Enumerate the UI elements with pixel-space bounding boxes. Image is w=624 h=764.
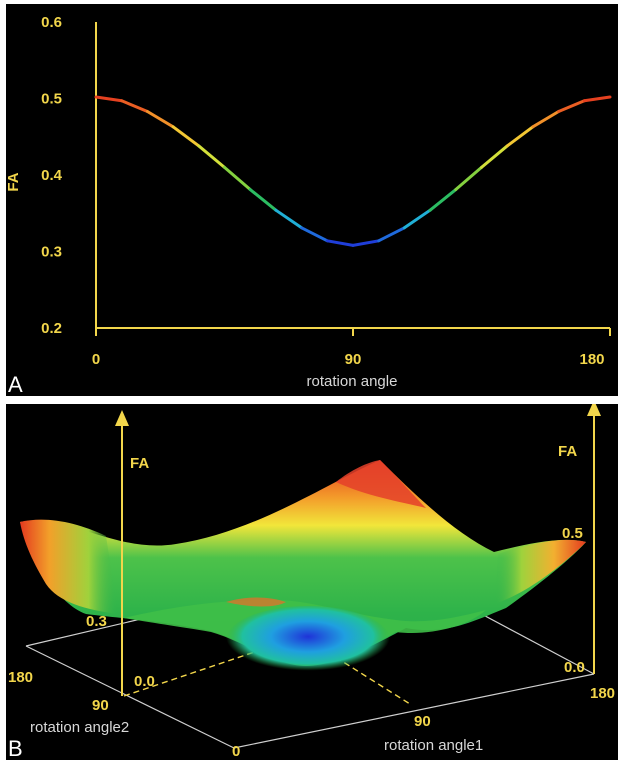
line-segment	[274, 208, 304, 230]
y-tick-label: 0.6	[41, 14, 62, 31]
line-segment	[325, 239, 355, 247]
line-segment	[300, 226, 329, 243]
x-axis-label-b: rotation angle1	[384, 737, 483, 754]
line-segment	[582, 95, 612, 103]
x-tick-90: 90	[414, 713, 431, 730]
line-segment	[145, 110, 175, 129]
guide-line-1	[123, 635, 303, 697]
y-tick-label: 0.3	[41, 244, 62, 261]
line-segment	[351, 239, 381, 247]
panel-a: FA 0.2 0.3 0.4 0.5 0.6 0 90 180 rotation angle …	[6, 4, 618, 396]
surface-left-corner	[20, 519, 118, 614]
line-segment	[454, 165, 483, 192]
line-segment	[171, 125, 201, 148]
y-tick-label: 0.5	[41, 91, 62, 108]
x-tick-marks	[95, 328, 611, 336]
line-segment	[557, 99, 586, 114]
floor-edge-left	[25, 645, 235, 749]
surface-dip	[226, 606, 390, 674]
line-segment	[94, 95, 124, 103]
z-axis-label-right: FA	[558, 443, 577, 460]
z-axis-left	[115, 410, 129, 696]
y-axis-label-b: rotation angle2	[30, 719, 129, 736]
line-segment	[248, 188, 278, 212]
y-tick-90: 90	[92, 697, 109, 714]
surface-peak	[336, 460, 426, 508]
x-tick-label: 90	[345, 351, 362, 368]
z-tick-right-0.0: 0.0	[564, 659, 585, 676]
panel-b: FA FA 0.3 0.0 0.5 0.0 180 90 rotation an…	[6, 404, 618, 760]
panel-letter-a: A	[8, 372, 23, 396]
floor-edge-front	[233, 673, 595, 749]
y-tick-label: 0.2	[41, 320, 62, 337]
line-segment	[505, 125, 535, 148]
x-tick-180: 180	[590, 685, 615, 702]
line-chart: FA 0.20.30.40.50.60 90 180 rotation angle …	[6, 14, 612, 396]
line-segment	[428, 188, 458, 212]
y-tick-180: 180	[8, 669, 33, 686]
z-axis-left-arrow	[115, 410, 129, 426]
z-axis-right	[587, 404, 601, 674]
line-segment	[223, 165, 252, 192]
x-axis-label: rotation angle	[307, 373, 398, 390]
line-segment	[377, 226, 406, 243]
line-segment	[120, 99, 149, 114]
z-axis-right-arrow	[587, 404, 601, 416]
line-segment	[197, 144, 226, 169]
panel-letter-b: B	[8, 736, 23, 760]
y-axis-label: FA	[6, 172, 22, 191]
z-axis-label-left: FA	[130, 455, 149, 472]
z-tick-left-0.0: 0.0	[134, 673, 155, 690]
z-tick-0.5: 0.5	[562, 525, 583, 542]
fa-curve	[94, 95, 612, 247]
tick-labels: 0.2 0.3 0.4 0.5 0.6 0 90 180	[41, 14, 604, 368]
surface-chart: FA FA 0.3 0.0 0.5 0.0 180 90 rotation an…	[8, 404, 615, 760]
line-segment	[480, 144, 509, 169]
surface-right-corner	[494, 539, 586, 604]
x-tick-label: 0	[92, 351, 100, 368]
x-tick-0: 0	[232, 743, 240, 760]
surface-front-red	[226, 597, 286, 607]
line-segment	[531, 110, 561, 129]
x-tick-label: 180	[579, 351, 604, 368]
line-segment	[402, 208, 432, 230]
z-tick-0.3: 0.3	[86, 613, 107, 630]
y-tick-label: 0.4	[41, 167, 63, 184]
fa-surface	[20, 460, 586, 674]
